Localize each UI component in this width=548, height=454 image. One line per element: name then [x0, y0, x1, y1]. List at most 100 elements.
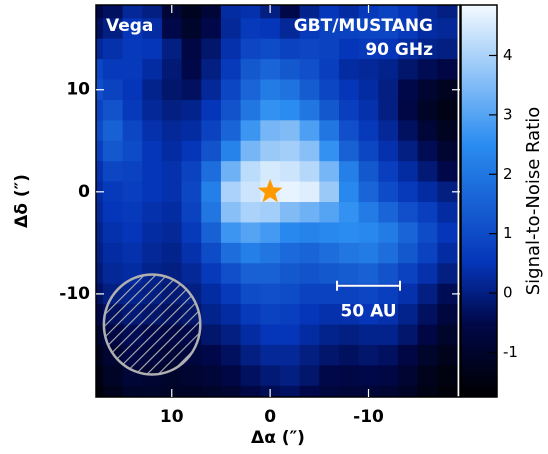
heatmap-cell	[220, 38, 242, 60]
heatmap-cell	[417, 79, 438, 101]
heatmap-cell	[240, 99, 261, 121]
heatmap-cell	[299, 222, 320, 244]
heatmap-cell	[96, 140, 104, 162]
heatmap-cell	[181, 263, 202, 285]
heatmap-cell	[181, 120, 202, 142]
heatmap-cell	[319, 140, 340, 162]
heatmap-cell	[279, 344, 301, 366]
heatmap-cell	[260, 18, 281, 40]
heatmap-cell	[260, 79, 281, 101]
heatmap-cell	[161, 181, 183, 203]
heatmap-cell	[398, 263, 419, 285]
heatmap-cell	[260, 365, 281, 387]
heatmap-cell	[299, 324, 320, 346]
heatmap-cell	[299, 59, 320, 81]
heatmap-cell	[201, 385, 222, 397]
heatmap-cell	[161, 79, 183, 101]
colorbar-tick-label: 0	[503, 284, 513, 302]
colorbar	[460, 4, 498, 398]
heatmap-cell	[358, 242, 379, 264]
heatmap-cell	[220, 344, 242, 366]
heatmap-cell	[358, 263, 379, 285]
heatmap-cell	[240, 120, 261, 142]
heatmap-cell	[338, 161, 360, 183]
y-axis-label: Δδ (″)	[12, 174, 32, 228]
heatmap-cell	[398, 283, 419, 305]
heatmap-cell	[338, 99, 360, 121]
heatmap-cell	[299, 202, 320, 223]
heatmap-cell	[102, 79, 124, 101]
heatmap-cell	[102, 99, 124, 121]
heatmap-cell	[319, 38, 340, 60]
heatmap-cell	[142, 59, 163, 81]
heatmap-cell	[96, 18, 104, 40]
heatmap-cell	[338, 242, 360, 264]
heatmap-cell	[437, 5, 458, 19]
heatmap-cell	[260, 344, 281, 366]
heatmap-cell	[398, 181, 419, 203]
heatmap-cell	[378, 242, 399, 264]
heatmap-cell	[279, 365, 301, 387]
heatmap-cell	[358, 120, 379, 142]
heatmap-cell	[398, 5, 419, 19]
heatmap-cell	[260, 263, 281, 285]
heatmap-cell	[102, 161, 124, 183]
heatmap-cell	[122, 79, 143, 101]
heatmap-cell	[201, 324, 222, 346]
heatmap-cell	[398, 385, 419, 397]
heatmap-cell	[181, 365, 202, 387]
heatmap-cell	[299, 140, 320, 162]
heatmap-cell	[358, 344, 379, 366]
heatmap-cell	[220, 222, 242, 244]
colorbar-tick-label: 2	[503, 165, 513, 183]
colorbar-tick-label: 4	[503, 46, 513, 64]
heatmap-cell	[102, 5, 124, 19]
x-tick-label: 10	[160, 407, 184, 427]
heatmap-cell	[181, 5, 202, 19]
heatmap-cell	[338, 344, 360, 366]
heatmap-cell	[201, 222, 222, 244]
heatmap-cell	[437, 38, 458, 60]
heatmap-cell	[240, 385, 261, 397]
heatmap-cell	[437, 79, 458, 101]
heatmap-cell	[378, 79, 399, 101]
heatmap-cell	[142, 242, 163, 264]
heatmap-cell	[358, 304, 379, 326]
heatmap-cell	[279, 283, 301, 305]
heatmap-cell	[96, 242, 104, 264]
heatmap-cell	[201, 181, 222, 203]
heatmap-cell	[417, 140, 438, 162]
colorbar-label: Signal-to-Noise Ratio	[523, 107, 544, 296]
heatmap-cell	[417, 222, 438, 244]
heatmap-cell	[299, 242, 320, 264]
heatmap-cell	[220, 18, 242, 40]
heatmap-cell	[437, 304, 458, 326]
heatmap-cell	[240, 5, 261, 19]
heatmap-cell	[260, 242, 281, 264]
heatmap-cell	[260, 59, 281, 81]
heatmap-cell	[437, 222, 458, 244]
heatmap-cell	[437, 283, 458, 305]
x-tick-label: -10	[353, 407, 384, 427]
heatmap-cell	[338, 79, 360, 101]
heatmap-cell	[260, 140, 281, 162]
heatmap-cell	[319, 344, 340, 366]
heatmap-cell	[279, 324, 301, 346]
heatmap-cell	[240, 242, 261, 264]
heatmap-cell	[220, 365, 242, 387]
heatmap-cell	[260, 38, 281, 60]
heatmap-cell	[279, 222, 301, 244]
heatmap-cell	[201, 79, 222, 101]
heatmap-cell	[299, 161, 320, 183]
heatmap-cell	[417, 5, 438, 19]
heatmap-cell	[96, 59, 104, 81]
heatmap-cell	[220, 283, 242, 305]
heatmap-cell	[201, 344, 222, 366]
heatmap-cell	[358, 38, 379, 60]
heatmap-cell	[437, 18, 458, 40]
heatmap-cell	[319, 242, 340, 264]
heatmap-cell	[96, 99, 104, 121]
heatmap-cell	[220, 140, 242, 162]
heatmap-cell	[299, 120, 320, 142]
